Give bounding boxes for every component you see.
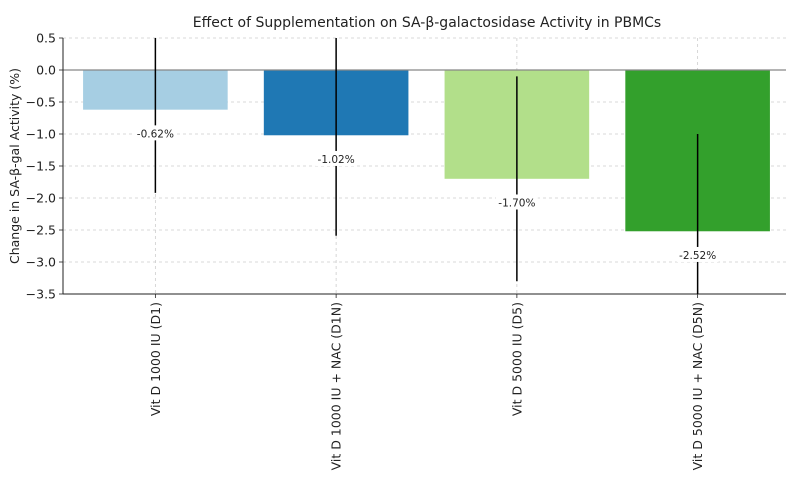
y-tick-label: 0.5: [36, 31, 56, 46]
y-tick-label: −2.5: [26, 223, 56, 238]
y-tick-label: 0.0: [36, 63, 56, 78]
x-tick-label: Vit D 5000 IU (D5): [509, 302, 524, 416]
y-tick-label: −3.5: [26, 287, 56, 302]
y-axis-label: Change in SA-β-gal Activity (%): [7, 68, 22, 264]
data-label-background: [315, 150, 358, 166]
data-label-background: [495, 194, 538, 210]
data-label: -2.52%: [679, 250, 716, 262]
y-tick-label: −3.0: [26, 255, 56, 270]
data-label: -1.02%: [318, 154, 355, 166]
x-tick-label: Vit D 1000 IU + NAC (D1N): [329, 302, 344, 470]
y-tick-label: −1.5: [26, 159, 56, 174]
data-label: -1.70%: [498, 197, 535, 209]
y-tick-label: −2.0: [26, 191, 56, 206]
x-tick-label: Vit D 1000 IU (D1): [148, 302, 163, 416]
data-label-background: [676, 246, 719, 262]
y-tick-label: −1.0: [26, 127, 56, 142]
chart-title: Effect of Supplementation on SA-β-galact…: [193, 15, 661, 31]
data-label: -0.62%: [137, 128, 174, 140]
y-tick-label: −0.5: [26, 95, 56, 110]
x-tick-label: Vit D 5000 IU + NAC (D5N): [690, 302, 705, 470]
data-label-background: [134, 125, 177, 141]
